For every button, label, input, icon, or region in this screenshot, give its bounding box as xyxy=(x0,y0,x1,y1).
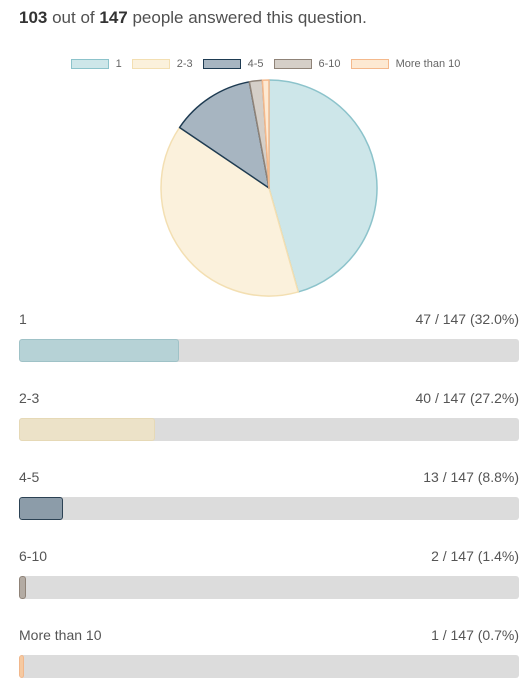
option-label: 4-5 xyxy=(19,469,40,485)
legend-label: More than 10 xyxy=(395,58,461,70)
legend-label: 4-5 xyxy=(247,58,264,70)
response-row: 6-10 2 / 147 (1.4%) xyxy=(19,548,519,600)
row-header: 2-3 40 / 147 (27.2%) xyxy=(19,390,519,410)
pie-slice[interactable] xyxy=(261,79,270,189)
bar-fill xyxy=(19,497,64,520)
answered-count: 103 xyxy=(19,8,48,27)
legend-swatch xyxy=(350,59,389,69)
bar-track xyxy=(19,339,519,362)
response-row: 2-3 40 / 147 (27.2%) xyxy=(19,390,519,442)
option-count-label: 2 / 147 (1.4%) xyxy=(431,548,519,564)
legend-item[interactable]: 6-10 xyxy=(273,58,341,70)
legend-label: 1 xyxy=(115,58,122,70)
legend-label: 2-3 xyxy=(176,58,193,70)
pie-slice[interactable] xyxy=(268,79,378,293)
row-header: 6-10 2 / 147 (1.4%) xyxy=(19,548,519,568)
bar-fill xyxy=(19,576,26,599)
option-count-label: 13 / 147 (8.8%) xyxy=(423,469,519,485)
bar-track xyxy=(19,418,519,441)
pie-chart xyxy=(160,79,378,297)
legend-label: 6-10 xyxy=(318,58,341,70)
chart-legend: 1 2-3 4-5 6-10 More than 10 xyxy=(0,55,531,73)
summary-connector: out of xyxy=(47,8,100,27)
legend-swatch xyxy=(273,59,312,69)
legend-swatch xyxy=(202,59,241,69)
response-row: 4-5 13 / 147 (8.8%) xyxy=(19,469,519,521)
row-header: 4-5 13 / 147 (8.8%) xyxy=(19,469,519,489)
bar-fill xyxy=(19,655,24,678)
option-label: 1 xyxy=(19,311,27,327)
legend-item[interactable]: More than 10 xyxy=(350,58,461,70)
row-header: More than 10 1 / 147 (0.7%) xyxy=(19,627,519,647)
legend-item[interactable]: 2-3 xyxy=(131,58,193,70)
option-count-label: 1 / 147 (0.7%) xyxy=(431,627,519,643)
option-count-label: 40 / 147 (27.2%) xyxy=(415,390,519,406)
legend-item[interactable]: 4-5 xyxy=(202,58,264,70)
row-header: 1 47 / 147 (32.0%) xyxy=(19,311,519,331)
bar-fill xyxy=(19,418,156,441)
pie-slice[interactable] xyxy=(160,126,300,297)
bar-track xyxy=(19,655,519,678)
bar-track xyxy=(19,497,519,520)
option-label: More than 10 xyxy=(19,627,102,643)
response-summary: 103 out of 147 people answered this ques… xyxy=(19,8,367,28)
legend-item[interactable]: 1 xyxy=(70,58,122,70)
bar-track xyxy=(19,576,519,599)
response-row: 1 47 / 147 (32.0%) xyxy=(19,311,519,363)
option-count-label: 47 / 147 (32.0%) xyxy=(415,311,519,327)
summary-tail: people answered this question. xyxy=(127,8,367,27)
bar-fill xyxy=(19,339,179,362)
legend-swatch xyxy=(131,59,170,69)
response-row: More than 10 1 / 147 (0.7%) xyxy=(19,627,519,679)
option-label: 2-3 xyxy=(19,390,40,406)
legend-swatch xyxy=(70,59,109,69)
option-label: 6-10 xyxy=(19,548,48,564)
total-count: 147 xyxy=(99,8,128,27)
pie-slice[interactable] xyxy=(178,81,270,189)
